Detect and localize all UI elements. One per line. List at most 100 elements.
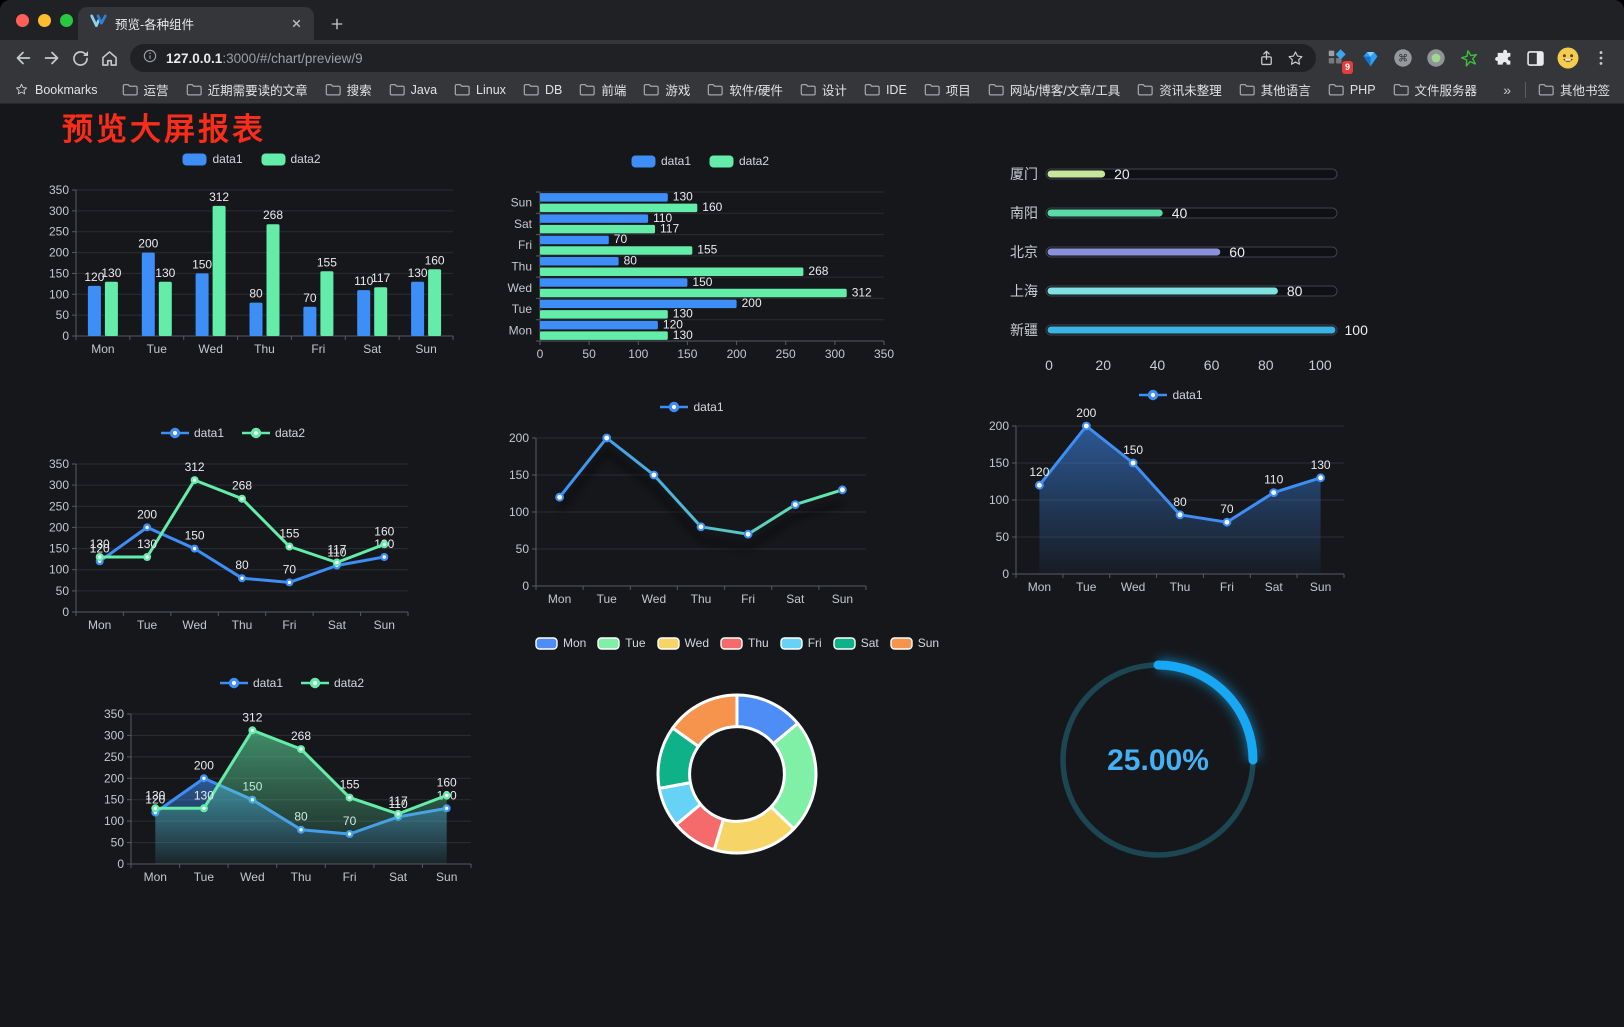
svg-text:80: 80 (1258, 357, 1274, 373)
svg-text:Sat: Sat (328, 618, 347, 632)
svg-text:120: 120 (663, 317, 683, 331)
extension-star-icon[interactable] (1456, 45, 1482, 71)
extension-command-icon[interactable]: ⌘ (1390, 45, 1416, 71)
legend-item-Fri[interactable]: Fri (779, 636, 822, 650)
bookmarks-star-icon (15, 83, 28, 95)
bookmark-folder[interactable]: 搜索 (325, 80, 372, 99)
chart-gauge-progress[interactable]: 25.00% (1038, 640, 1278, 880)
legend-item-Tue[interactable]: Tue (597, 636, 646, 650)
bookmark-folder[interactable]: 运营 (122, 80, 169, 99)
svg-text:Sun: Sun (415, 342, 436, 356)
legend-item-data1[interactable]: data1 (1139, 388, 1203, 402)
chart-line-two-area[interactable]: data1 data2 0 50 100 150 200 250 300 350 Mon Tue Wed… (97, 674, 487, 888)
share-icon[interactable] (1252, 44, 1281, 73)
bookmark-star-icon[interactable] (1281, 44, 1310, 73)
tab-close-icon[interactable] (289, 16, 304, 31)
bookmark-folder[interactable]: 文件服务器 (1393, 80, 1477, 99)
svg-text:Tue: Tue (1076, 580, 1097, 594)
legend-item-data1[interactable]: data1 (160, 426, 224, 440)
legend-item-data1[interactable]: data1 (631, 154, 691, 168)
svg-text:150: 150 (509, 468, 529, 482)
site-info-icon[interactable] (142, 48, 158, 69)
bookmark-folder[interactable]: 前端 (579, 80, 626, 99)
other-bookmarks[interactable]: 其他书签 (1538, 80, 1610, 99)
bookmark-folder[interactable]: 其他语言 (1239, 80, 1311, 99)
svg-text:120: 120 (84, 270, 104, 284)
bookmark-folder[interactable]: 软件/硬件 (707, 80, 783, 99)
svg-text:南阳: 南阳 (1010, 205, 1038, 221)
bookmark-folder[interactable]: Linux (454, 80, 506, 99)
legend-item-Sun[interactable]: Sun (890, 636, 939, 650)
legend-item-data2[interactable]: data2 (709, 154, 769, 168)
svg-text:110: 110 (354, 274, 373, 288)
chart-line-area[interactable]: data1 0 50 100 150 200 Mon Tue Wed Thu Fri Sat Sun 12… (982, 386, 1360, 598)
window-close-button[interactable] (16, 13, 29, 27)
svg-text:Sun: Sun (511, 196, 532, 210)
bookmark-folder[interactable]: IDE (864, 80, 907, 99)
bookmark-folder-label: 游戏 (665, 84, 691, 98)
chart-horizontal-bar[interactable]: data1 data2 0 50 100 150 200 250 300 350 Sun 130 160… (504, 152, 896, 368)
reload-button[interactable] (66, 44, 95, 73)
menu-dots-icon[interactable] (1588, 45, 1614, 71)
bookmark-folder[interactable]: 近期需要读的文章 (186, 80, 308, 99)
folder-icon (186, 83, 202, 96)
bookmark-folder[interactable]: DB (523, 80, 562, 99)
bookmark-folder[interactable]: 游戏 (643, 80, 690, 99)
browser-tab[interactable]: 预览-各种组件 (78, 7, 314, 40)
svg-text:130: 130 (408, 266, 428, 280)
legend-item-data1[interactable]: data1 (660, 400, 724, 414)
extensions-puzzle-icon[interactable] (1489, 45, 1515, 71)
chart-line-two-series[interactable]: data1 data2 0 50 100 150 200 250 300 350 Mon Tue Wed… (42, 424, 424, 636)
folder-icon (389, 83, 405, 96)
legend-item-Mon[interactable]: Mon (535, 636, 586, 650)
extension-gem-icon[interactable] (1357, 45, 1383, 71)
home-button[interactable] (95, 44, 124, 73)
legend-item-Wed[interactable]: Wed (656, 636, 709, 650)
legend-item-data2[interactable]: data2 (242, 426, 305, 440)
svg-text:Fri: Fri (343, 870, 357, 884)
legend-item-Thu[interactable]: Thu (720, 636, 769, 650)
forward-button[interactable] (37, 44, 66, 73)
bookmark-folder[interactable]: Java (389, 80, 437, 99)
bookmark-folder[interactable]: 资讯未整理 (1137, 80, 1222, 99)
bookmarks-overflow-chevron[interactable]: » (1503, 81, 1511, 98)
chart-donut[interactable]: Mon Tue Wed Thu Fri Sat Sun (535, 634, 939, 880)
svg-text:⌘: ⌘ (1398, 54, 1408, 65)
pie-slice-Sun[interactable] (671, 693, 739, 748)
legend-item-Sat[interactable]: Sat (832, 636, 879, 650)
side-panel-icon[interactable] (1522, 45, 1548, 71)
profile-avatar[interactable] (1555, 45, 1581, 71)
svg-text:100: 100 (989, 493, 1009, 507)
extension-record-icon[interactable] (1423, 45, 1449, 71)
legend-item-data1[interactable]: data1 (182, 152, 243, 166)
url-path: :3000/#/chart/preview/9 (222, 50, 363, 66)
chart-svg (656, 693, 818, 855)
folder-icon (924, 83, 940, 96)
svg-text:120: 120 (1029, 465, 1049, 479)
bookmark-folder[interactable]: 设计 (800, 80, 847, 99)
bookmarks-root[interactable]: Bookmarks (14, 82, 98, 97)
extension-grid-icon[interactable]: 9 (1324, 45, 1353, 74)
svg-text:0: 0 (1045, 357, 1053, 373)
legend-item-data2[interactable]: data2 (301, 676, 364, 690)
address-bar[interactable]: 127.0.0.1:3000/#/chart/preview/9 (130, 44, 1316, 72)
svg-text:250: 250 (104, 750, 124, 764)
new-tab-button[interactable] (324, 11, 350, 37)
svg-text:Sun: Sun (374, 618, 395, 632)
window-minimize-button[interactable] (38, 13, 51, 27)
chart-line-gradient[interactable]: data1 0 50 100 150 200 Mon Tue Wed Thu Fri Sat Sun (502, 398, 882, 610)
legend-item-data2[interactable]: data2 (261, 152, 321, 166)
bookmark-folder[interactable]: PHP (1328, 80, 1376, 99)
bookmark-folder[interactable]: 项目 (924, 80, 971, 99)
bookmark-folder[interactable]: 网站/博客/文章/工具 (988, 80, 1120, 99)
svg-text:300: 300 (104, 728, 124, 742)
folder-icon (864, 83, 880, 96)
svg-text:Wed: Wed (240, 870, 264, 884)
chart-progress-bars[interactable]: 厦门 20 南阳 40 北京 60 上海 80 新疆 100 0 20 40 60 80 100 (994, 154, 1370, 392)
legend-item-data1[interactable]: data1 (219, 676, 283, 690)
chart-grouped-bar[interactable]: data1 data2 0 50 100 150 200 250 300 350 Mon 120 130… (44, 150, 459, 362)
svg-text:70: 70 (1220, 502, 1234, 516)
window-zoom-button[interactable] (60, 13, 73, 27)
back-button[interactable] (8, 44, 37, 73)
browser-titlebar: 预览-各种组件 (0, 0, 1624, 40)
